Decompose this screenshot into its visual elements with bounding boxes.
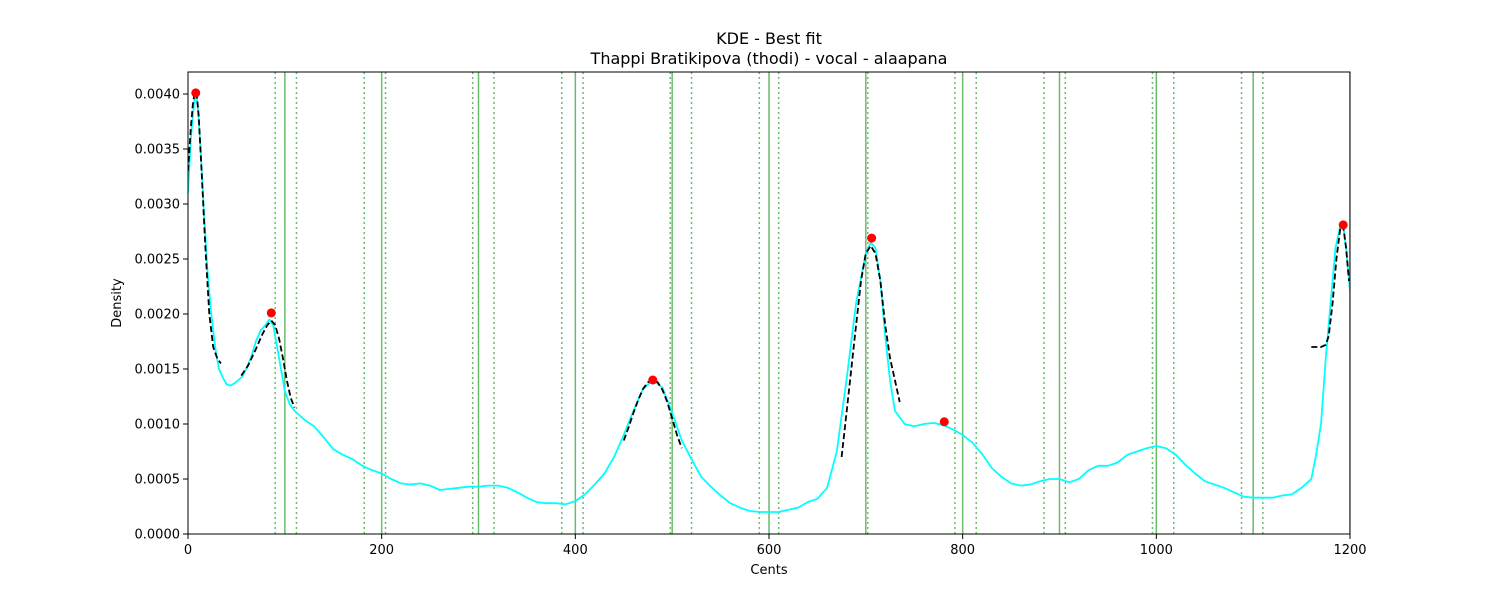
kde-density-line [188,93,1350,513]
peak-marker [939,417,949,427]
y-tick-label: 0.0035 [135,143,181,158]
y-tick-label: 0.0015 [135,363,181,378]
peak-marker [1338,220,1348,230]
x-axis-label: Cents [750,563,787,578]
y-tick-label: 0.0000 [135,528,181,543]
y-axis-label: Density [110,278,125,328]
y-tick-label: 0.0030 [135,198,181,213]
peak-markers [191,88,1348,427]
x-tick-label: 0 [184,543,192,558]
peak-marker [648,375,658,385]
x-tick-label: 1000 [1140,543,1173,558]
y-tick-label: 0.0010 [135,418,181,433]
x-tick-label: 600 [757,543,782,558]
best-fit-line [188,90,222,365]
x-tick-label: 200 [369,543,394,558]
y-tick-label: 0.0025 [135,253,181,268]
peak-marker [191,88,201,98]
best-fit-line [240,319,296,408]
y-tick-label: 0.0005 [135,473,181,488]
x-tick-label: 800 [950,543,975,558]
x-tick-label: 400 [563,543,588,558]
x-tick-label: 1200 [1333,543,1366,558]
best-fit-line [1311,225,1350,348]
chart-title: KDE - Best fit [716,29,822,48]
x-axis-ticks: 0 200 400 600 800 1000 1200 [184,534,1367,558]
best-fit-line [840,244,901,458]
y-tick-label: 0.0040 [135,88,181,103]
chart-subtitle: Thappi Bratikipova (thodi) - vocal - ala… [590,49,948,68]
peak-marker [867,233,877,243]
peak-marker [266,308,276,318]
y-axis-ticks: 0.0000 0.0005 0.0010 0.0015 0.0020 0.0025 0.00… [135,88,188,543]
reference-lines [274,72,1350,534]
y-tick-label: 0.0020 [135,308,181,323]
